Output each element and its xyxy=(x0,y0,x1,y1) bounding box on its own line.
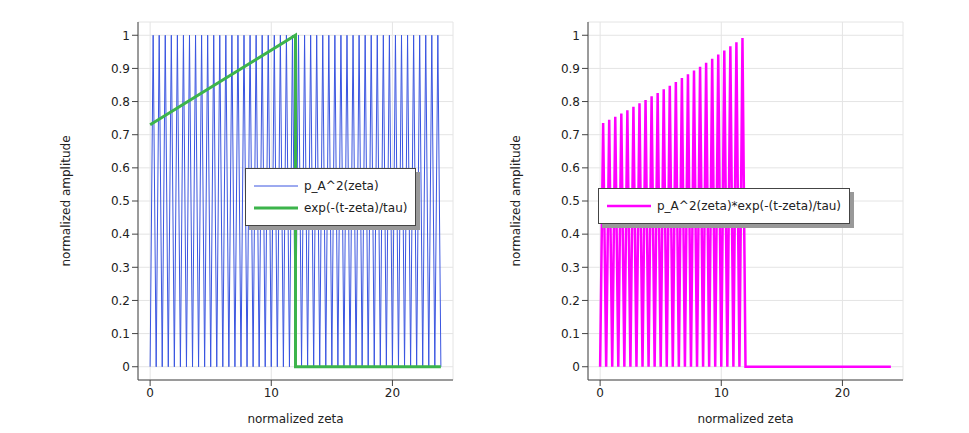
svg-text:20: 20 xyxy=(835,386,850,400)
svg-text:normalized zeta: normalized zeta xyxy=(697,412,793,426)
html-text:p_A^2(zeta): p_A^2(zeta) xyxy=(304,179,379,193)
svg-text:normalized amplitude: normalized amplitude xyxy=(59,135,73,266)
svg-text:0: 0 xyxy=(122,360,130,374)
svg-text:normalized zeta: normalized zeta xyxy=(247,412,343,426)
svg-text:0.3: 0.3 xyxy=(111,261,130,275)
svg-text:0.5: 0.5 xyxy=(561,194,580,208)
svg-text:0.1: 0.1 xyxy=(111,327,130,341)
svg-text:1: 1 xyxy=(572,29,580,43)
svg-text:0.5: 0.5 xyxy=(111,194,130,208)
svg-text:20: 20 xyxy=(385,386,400,400)
svg-text:0.1: 0.1 xyxy=(561,327,580,341)
svg-text:0.8: 0.8 xyxy=(561,95,580,109)
svg-text:10: 10 xyxy=(264,386,279,400)
svg-text:0.2: 0.2 xyxy=(561,294,580,308)
svg-text:1: 1 xyxy=(122,29,130,43)
svg-text:0.6: 0.6 xyxy=(111,161,130,175)
svg-text:0.3: 0.3 xyxy=(561,261,580,275)
svg-text:0.6: 0.6 xyxy=(561,161,580,175)
svg-text:0.8: 0.8 xyxy=(111,95,130,109)
svg-text:0.4: 0.4 xyxy=(561,227,580,241)
svg-text:0.9: 0.9 xyxy=(561,62,580,76)
svg-text:0.7: 0.7 xyxy=(111,128,130,142)
svg-text:0: 0 xyxy=(146,386,154,400)
svg-text:0: 0 xyxy=(596,386,604,400)
html-text:exp(-(t-zeta)/tau): exp(-(t-zeta)/tau) xyxy=(304,201,408,215)
svg-text:0.7: 0.7 xyxy=(561,128,580,142)
html-text:p_A^2(zeta)*exp(-(t-zeta)/tau): p_A^2(zeta)*exp(-(t-zeta)/tau) xyxy=(657,199,842,213)
svg-text:0: 0 xyxy=(572,360,580,374)
svg-text:0.4: 0.4 xyxy=(111,227,130,241)
svg-text:normalized amplitude: normalized amplitude xyxy=(509,135,523,266)
svg-text:0.9: 0.9 xyxy=(111,62,130,76)
svg-text:0.2: 0.2 xyxy=(111,294,130,308)
svg-text:10: 10 xyxy=(714,386,729,400)
